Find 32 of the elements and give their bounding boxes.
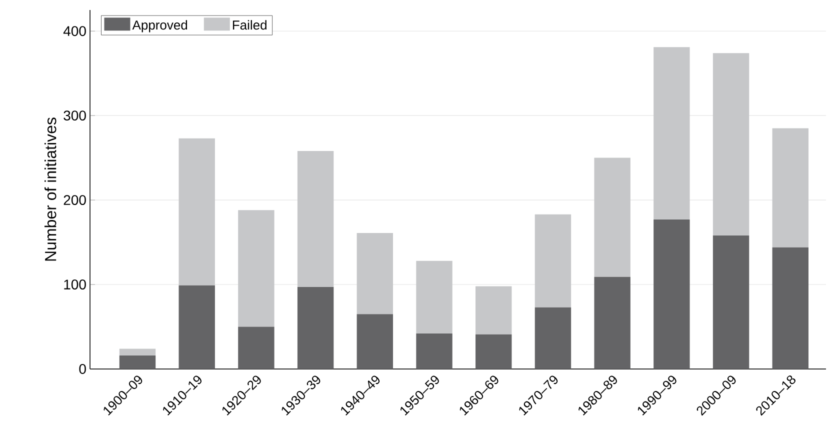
legend-label: Approved [132,20,188,32]
legend-label: Failed [232,20,266,30]
bar [712,236,750,369]
y-tick-label: 300 [64,110,86,121]
bar [238,326,274,369]
bar [654,219,690,369]
bar [238,210,274,327]
bar [594,158,630,277]
y-tick-label: 200 [64,195,86,206]
y-tick-label: 400 [63,26,86,36]
y-tick-label: 100 [64,280,86,290]
bar [594,276,630,369]
bar [772,247,808,369]
bar [654,47,690,220]
bar [178,285,215,369]
bar [772,128,808,248]
bar [178,138,215,286]
y-tick-label: 0 [79,364,86,374]
bar [712,53,750,236]
bar [416,334,452,369]
bar [534,307,572,369]
bar [356,232,394,314]
bar [297,151,334,288]
bar [119,348,156,356]
bar [297,287,334,369]
bar [534,214,572,308]
bar [476,334,512,369]
y-axis-title: Number of initiatives [44,118,56,261]
bar [119,355,156,369]
bar [476,286,512,334]
bar [356,314,394,369]
bar [416,260,452,334]
